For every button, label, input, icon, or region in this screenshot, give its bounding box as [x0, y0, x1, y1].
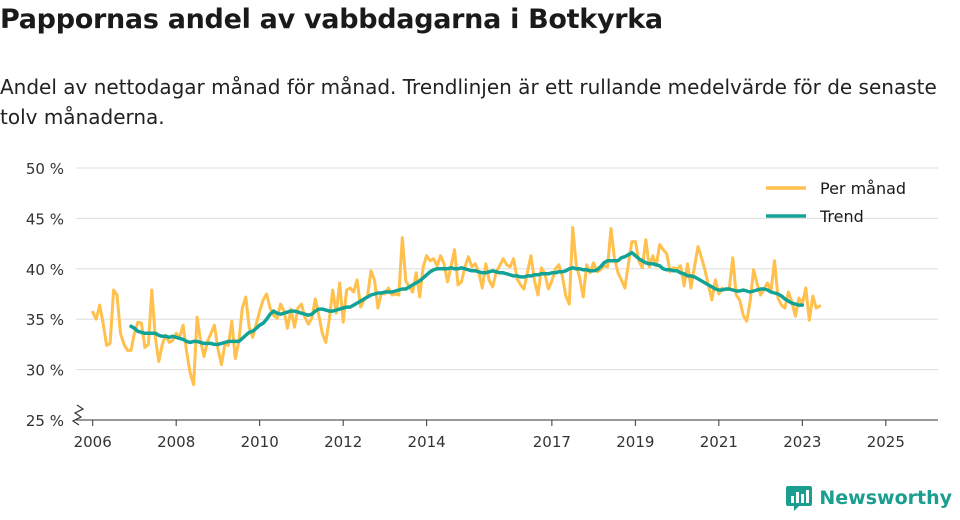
legend-label: Trend	[819, 207, 864, 226]
brand-name: Newsworthy	[819, 487, 952, 509]
chart-title: Pappornas andel av vabbdagarna i Botkyrk…	[0, 4, 663, 35]
brand-logo: Newsworthy	[785, 484, 952, 512]
grid-lines	[76, 167, 938, 371]
chart-subtitle: Andel av nettodagar månad för månad. Tre…	[0, 75, 937, 129]
y-tick-label: 45 %	[26, 210, 64, 228]
y-tick-label: 35 %	[26, 311, 64, 329]
legend: Per månad Trend	[766, 179, 906, 226]
x-axis: 2006 2008 2010 2012 2014 2017 2019 2021 2023 2025	[74, 419, 938, 451]
x-tick-label: 2023	[783, 433, 821, 451]
x-tick-label: 2008	[157, 433, 195, 451]
y-axis: 25 % 30 % 35 % 40 % 45 % 50 %	[26, 160, 85, 430]
x-tick-label: 2017	[533, 433, 571, 451]
newsworthy-logo-icon	[786, 486, 813, 511]
axis-break-icon	[71, 404, 85, 426]
legend-label: Per månad	[820, 179, 906, 198]
y-tick-label: 30 %	[26, 362, 64, 380]
x-tick-label: 2010	[241, 433, 279, 451]
x-tick-label: 2019	[616, 433, 654, 451]
x-tick-label: 2012	[324, 433, 362, 451]
line-chart: 25 % 30 % 35 % 40 % 45 % 50 % 2006 2008 2010 201…	[26, 160, 938, 451]
x-tick-label: 2025	[867, 433, 905, 451]
y-tick-label: 25 %	[26, 412, 64, 430]
x-tick-label: 2014	[408, 433, 446, 451]
x-tick-label: 2021	[700, 433, 738, 451]
series-trend-line	[129, 250, 805, 347]
y-tick-label: 40 %	[26, 261, 64, 279]
series-per-manad-line	[91, 226, 822, 387]
x-tick-label: 2006	[74, 433, 112, 451]
y-tick-label: 50 %	[26, 160, 64, 178]
series-group	[91, 226, 822, 387]
